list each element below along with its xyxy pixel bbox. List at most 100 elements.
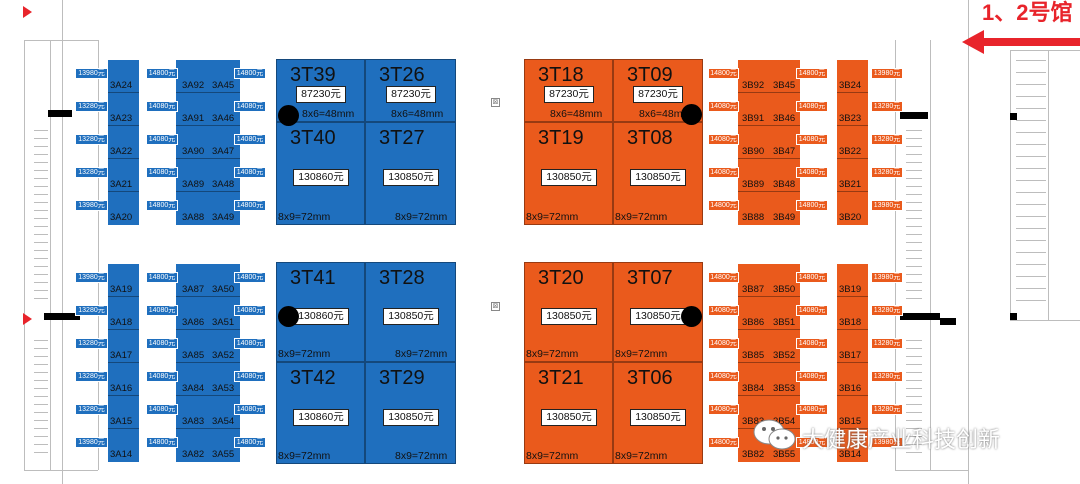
big-booth-price-3T39: 87230元 xyxy=(296,86,346,103)
booth-3B46 xyxy=(769,93,800,126)
stair-line xyxy=(34,428,48,429)
booth-3B84 xyxy=(738,363,769,396)
big-booth-dim-3T26: 8x6=48mm xyxy=(391,108,444,120)
booth-code-3B23: 3B23 xyxy=(839,113,862,124)
wall-line xyxy=(24,40,25,470)
stair-line xyxy=(34,396,48,397)
booth-3A15 xyxy=(108,396,139,429)
wall-line xyxy=(24,470,98,471)
big-booth-code-3T20: 3T20 xyxy=(538,267,584,289)
booth-3B15 xyxy=(837,396,868,429)
big-booth-dim-3T18: 8x6=48mm xyxy=(550,108,603,120)
stair-line xyxy=(34,234,48,235)
booth-3B24 xyxy=(837,60,868,93)
big-booth-code-3T08: 3T08 xyxy=(627,127,673,149)
wall-segment xyxy=(44,313,80,320)
big-booth-price-3T27: 130850元 xyxy=(383,169,439,186)
booth-3A88 xyxy=(176,192,208,225)
stair-line xyxy=(1016,192,1046,193)
big-booth-3T28 xyxy=(365,262,456,362)
stair-line xyxy=(906,282,922,283)
big-booth-code-3T06: 3T06 xyxy=(627,367,673,389)
booth-price-3A50: 14800元 xyxy=(234,272,266,283)
booth-price-3A17: 13280元 xyxy=(75,338,108,349)
booth-3A90 xyxy=(176,126,208,159)
booth-code-3B15: 3B15 xyxy=(839,416,862,427)
stair-line xyxy=(1016,72,1046,73)
stair-line xyxy=(1016,132,1046,133)
wall-segment xyxy=(1010,113,1017,120)
stair-line xyxy=(1016,156,1046,157)
big-booth-dim-3T08: 8x9=72mm xyxy=(615,211,668,223)
booth-code-3B14: 3B14 xyxy=(839,449,862,460)
big-booth-dim-3T21: 8x9=72mm xyxy=(526,450,579,462)
booth-price-3A54: 14080元 xyxy=(234,404,266,415)
booth-3A16 xyxy=(108,363,139,396)
booth-3A14 xyxy=(108,429,139,462)
booth-price-3A45: 14800元 xyxy=(234,68,266,79)
stair-line xyxy=(1016,228,1046,229)
booth-price-3A18: 13280元 xyxy=(75,305,108,316)
wall-segment xyxy=(48,110,72,117)
booth-3A18 xyxy=(108,297,139,330)
booth-code-3A53: 3A53 xyxy=(212,383,235,394)
stair-line xyxy=(906,428,922,429)
wall-line xyxy=(1048,50,1049,320)
stair-line xyxy=(34,170,48,171)
booth-price-3A52: 14080元 xyxy=(234,338,266,349)
booth-price-3A90: 14080元 xyxy=(146,134,178,145)
big-booth-code-3T40: 3T40 xyxy=(290,127,336,149)
big-booth-3T29 xyxy=(365,362,456,464)
booth-code-3B52: 3B52 xyxy=(773,350,796,361)
big-booth-dim-3T42: 8x9=72mm xyxy=(278,450,331,462)
stair-line xyxy=(906,234,922,235)
stair-line xyxy=(906,202,922,203)
booth-3A82 xyxy=(176,429,208,462)
booth-code-3B83: 3B83 xyxy=(742,416,765,427)
booth-code-3A84: 3A84 xyxy=(182,383,205,394)
booth-price-3A86: 14080元 xyxy=(146,305,178,316)
big-booth-price-3T40: 130860元 xyxy=(293,169,349,186)
booth-code-3B18: 3B18 xyxy=(839,317,862,328)
stair-line xyxy=(1016,204,1046,205)
booth-3B45 xyxy=(769,60,800,93)
booth-price-3B46: 14080元 xyxy=(796,101,828,112)
stair-line xyxy=(34,290,48,291)
booth-price-3A84: 14080元 xyxy=(146,371,178,382)
booth-3B18 xyxy=(837,297,868,330)
booth-code-3B19: 3B19 xyxy=(839,284,862,295)
booth-3B19 xyxy=(837,264,868,297)
booth-price-3B14: 13980元 xyxy=(871,437,903,448)
stair-line xyxy=(1016,108,1046,109)
stair-line xyxy=(906,364,922,365)
booth-price-3A48: 14080元 xyxy=(234,167,266,178)
booth-price-3A83: 14080元 xyxy=(146,404,178,415)
booth-code-3A24: 3A24 xyxy=(110,80,133,91)
stair-line xyxy=(34,146,48,147)
booth-code-3B51: 3B51 xyxy=(773,317,796,328)
stair-line xyxy=(34,210,48,211)
booth-3B51 xyxy=(769,297,800,330)
stair-line xyxy=(34,202,48,203)
pillar-icon xyxy=(278,306,299,327)
booth-code-3A46: 3A46 xyxy=(212,113,235,124)
booth-price-3A22: 13280元 xyxy=(75,134,108,145)
booth-code-3A49: 3A49 xyxy=(212,212,235,223)
stair-line xyxy=(906,170,922,171)
pillar-icon xyxy=(681,306,702,327)
booth-code-3A87: 3A87 xyxy=(182,284,205,295)
pillar-icon xyxy=(681,104,702,125)
booth-price-3B85: 14080元 xyxy=(708,338,739,349)
hall-headline: 1、2号馆 xyxy=(982,0,1073,25)
booth-price-3B47: 14080元 xyxy=(796,134,828,145)
stair-line xyxy=(34,218,48,219)
stair-line xyxy=(34,130,48,131)
stair-line xyxy=(906,226,922,227)
wall-segment xyxy=(900,112,928,119)
booth-price-3A85: 14080元 xyxy=(146,338,178,349)
stair-line xyxy=(906,356,922,357)
stair-line xyxy=(906,242,922,243)
booth-price-3B51: 14080元 xyxy=(796,305,828,316)
booth-price-3A46: 14080元 xyxy=(234,101,266,112)
booth-3B53 xyxy=(769,363,800,396)
